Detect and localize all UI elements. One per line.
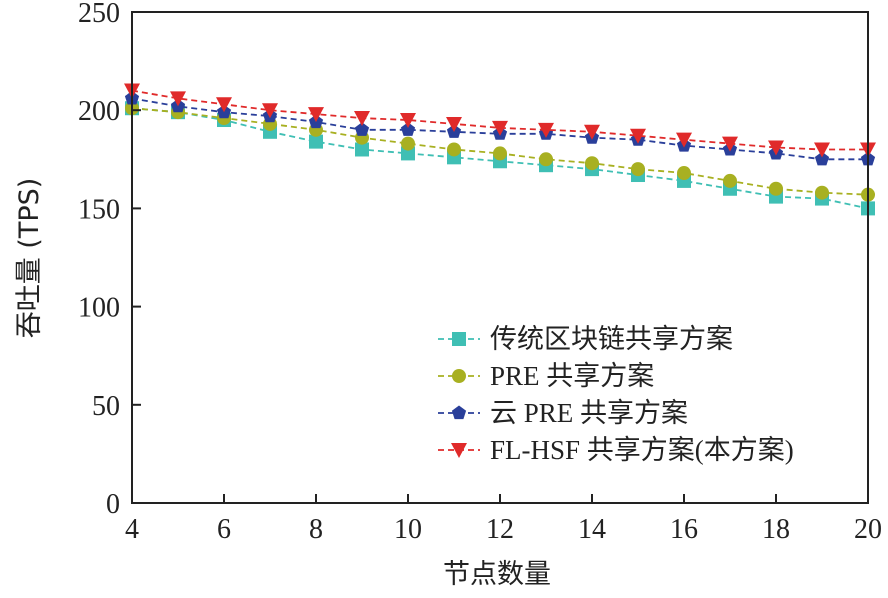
series-4 bbox=[124, 83, 876, 158]
plot-area bbox=[124, 83, 876, 216]
y-tick-label: 50 bbox=[92, 391, 120, 422]
x-axis-title: 节点数量 bbox=[443, 559, 551, 590]
data-point bbox=[447, 142, 461, 157]
data-point bbox=[216, 97, 232, 113]
data-point bbox=[309, 134, 323, 149]
data-point bbox=[354, 122, 370, 136]
data-point bbox=[630, 128, 646, 144]
data-point bbox=[401, 146, 415, 161]
y-tick-label: 250 bbox=[78, 0, 120, 29]
x-tick-label: 16 bbox=[670, 514, 698, 545]
y-tick-label: 100 bbox=[78, 293, 120, 324]
data-point bbox=[401, 136, 415, 151]
data-point bbox=[676, 132, 692, 148]
x-tick-label: 6 bbox=[217, 514, 231, 545]
data-point bbox=[631, 162, 645, 177]
x-tick-label: 12 bbox=[486, 514, 514, 545]
data-point bbox=[722, 136, 738, 152]
data-point bbox=[815, 185, 829, 200]
data-point bbox=[814, 151, 830, 166]
x-tick-label: 8 bbox=[309, 514, 323, 545]
legend-entry-2: PRE 共享方案 bbox=[438, 361, 654, 391]
data-point bbox=[814, 142, 830, 158]
legend-label: PRE 共享方案 bbox=[490, 361, 654, 391]
legend-entry-3: 云 PRE 共享方案 bbox=[438, 398, 688, 428]
data-point bbox=[262, 103, 278, 119]
data-point bbox=[539, 152, 553, 167]
y-tick-label: 200 bbox=[78, 96, 120, 127]
data-point bbox=[493, 146, 507, 161]
y-axis-title: 吞吐量 (TPS) bbox=[14, 178, 45, 339]
data-point bbox=[354, 111, 370, 127]
data-point bbox=[769, 181, 783, 196]
data-point bbox=[400, 122, 416, 136]
data-point bbox=[677, 166, 691, 181]
x-tick-label: 10 bbox=[394, 514, 422, 545]
legend-entry-1: 传统区块链共享方案 bbox=[438, 324, 733, 354]
legend-label: FL-HSF 共享方案(本方案) bbox=[490, 435, 794, 465]
data-point bbox=[538, 122, 554, 138]
data-point bbox=[355, 142, 369, 157]
data-point bbox=[584, 124, 600, 140]
y-tick-label: 0 bbox=[106, 489, 120, 520]
legend-label: 传统区块链共享方案 bbox=[490, 324, 733, 354]
data-point bbox=[723, 173, 737, 188]
legend-marker bbox=[451, 443, 467, 458]
data-point bbox=[492, 120, 508, 136]
data-point bbox=[768, 140, 784, 156]
x-tick-label: 20 bbox=[854, 514, 882, 545]
x-tick-label: 4 bbox=[125, 514, 139, 545]
data-point bbox=[308, 107, 324, 123]
legend-label: 云 PRE 共享方案 bbox=[490, 398, 688, 428]
legend-entry-4: FL-HSF 共享方案(本方案) bbox=[438, 435, 794, 465]
data-point bbox=[585, 156, 599, 171]
data-point bbox=[400, 113, 416, 129]
plot-frame bbox=[131, 11, 869, 504]
legend-marker bbox=[452, 369, 466, 383]
legend-marker bbox=[451, 405, 467, 420]
y-tick-label: 150 bbox=[78, 194, 120, 225]
data-point bbox=[446, 116, 462, 132]
x-tick-label: 14 bbox=[578, 514, 606, 545]
x-tick-label: 18 bbox=[762, 514, 790, 545]
legend-marker bbox=[452, 332, 466, 346]
data-point bbox=[170, 91, 186, 107]
